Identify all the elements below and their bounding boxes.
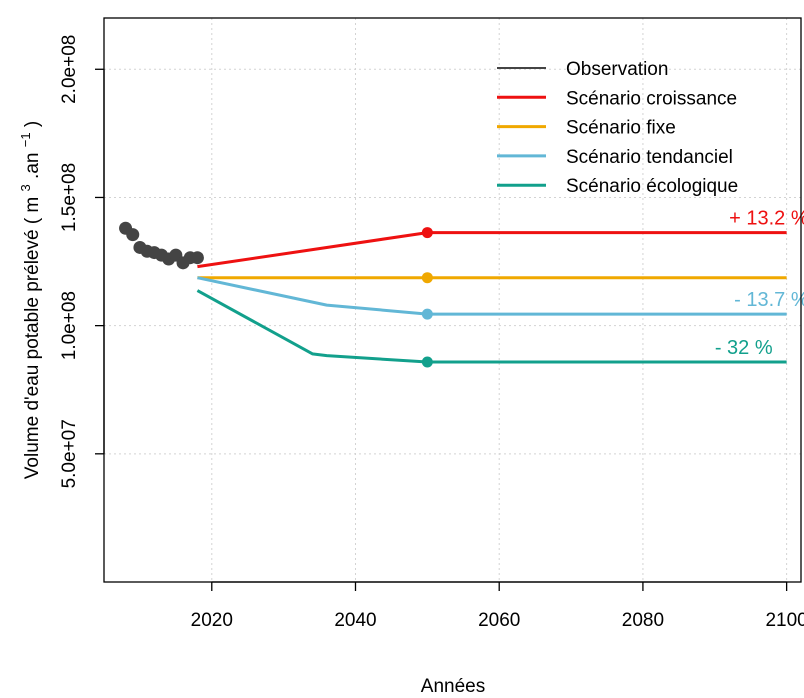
legend-label-0: Observation — [566, 59, 668, 80]
grid — [104, 18, 801, 582]
y-axis-title-unit: m — [22, 197, 43, 213]
series-marker-0 — [421, 227, 433, 239]
observation-point-1 — [126, 228, 140, 242]
y-axis-title-main: Volume d'eau potable prélevé — [22, 229, 43, 479]
series-marker-3 — [421, 356, 433, 368]
legend-label-2: Scénario fixe — [566, 118, 676, 139]
y-tick-label-2: 1.5e+08 — [59, 163, 80, 232]
x-axis-title: Années — [421, 676, 485, 697]
annotation-2: - 13.7 % — [734, 289, 804, 311]
x-tick-label-2: 2060 — [478, 610, 520, 631]
annotations: + 13.2 % - 13.7 % - 32 % — [715, 208, 804, 359]
legend: Observation Scénario croissance Scénario f… — [497, 59, 738, 197]
axes: 2020 2040 2060 2080 2100 5.0e+07 1.0e+08 1.5e+0… — [59, 17, 804, 631]
x-tick-label-0: 2020 — [191, 610, 233, 631]
y-axis-title-unit-sup1: 3 — [18, 184, 33, 191]
annotation-3: - 32 % — [715, 337, 773, 359]
y-tick-label-3: 2.0e+08 — [59, 35, 80, 104]
series-line-3 — [196, 289, 787, 364]
y-tick-label-1: 1.0e+08 — [59, 291, 80, 360]
observation-point-10 — [190, 251, 204, 265]
series-line-2 — [197, 276, 787, 316]
y-axis-title-unit-mid: .an — [22, 153, 43, 179]
observation-points — [119, 221, 204, 270]
y-axis-title-paren-close: ) — [22, 121, 43, 127]
y-axis-title-unit-sup2: −1 — [18, 132, 33, 147]
y-axis-title-paren-open: ( — [22, 213, 43, 225]
series-marker-1 — [421, 272, 433, 284]
series-line-0 — [197, 231, 787, 269]
legend-label-4: Scénario écologique — [566, 176, 738, 197]
y-axis-title: Volume d'eau potable prélevé ( m 3 .an −… — [14, 121, 43, 479]
annotation-0: + 13.2 % — [729, 208, 804, 230]
x-tick-label-3: 2080 — [622, 610, 664, 631]
series-marker-2 — [421, 308, 433, 320]
legend-label-1: Scénario croissance — [566, 88, 737, 109]
legend-label-3: Scénario tendanciel — [566, 147, 733, 168]
y-tick-label-0: 5.0e+07 — [59, 419, 80, 488]
series-lines — [196, 227, 787, 368]
x-tick-label-4: 2100 — [765, 610, 804, 631]
x-tick-label-1: 2040 — [334, 610, 376, 631]
